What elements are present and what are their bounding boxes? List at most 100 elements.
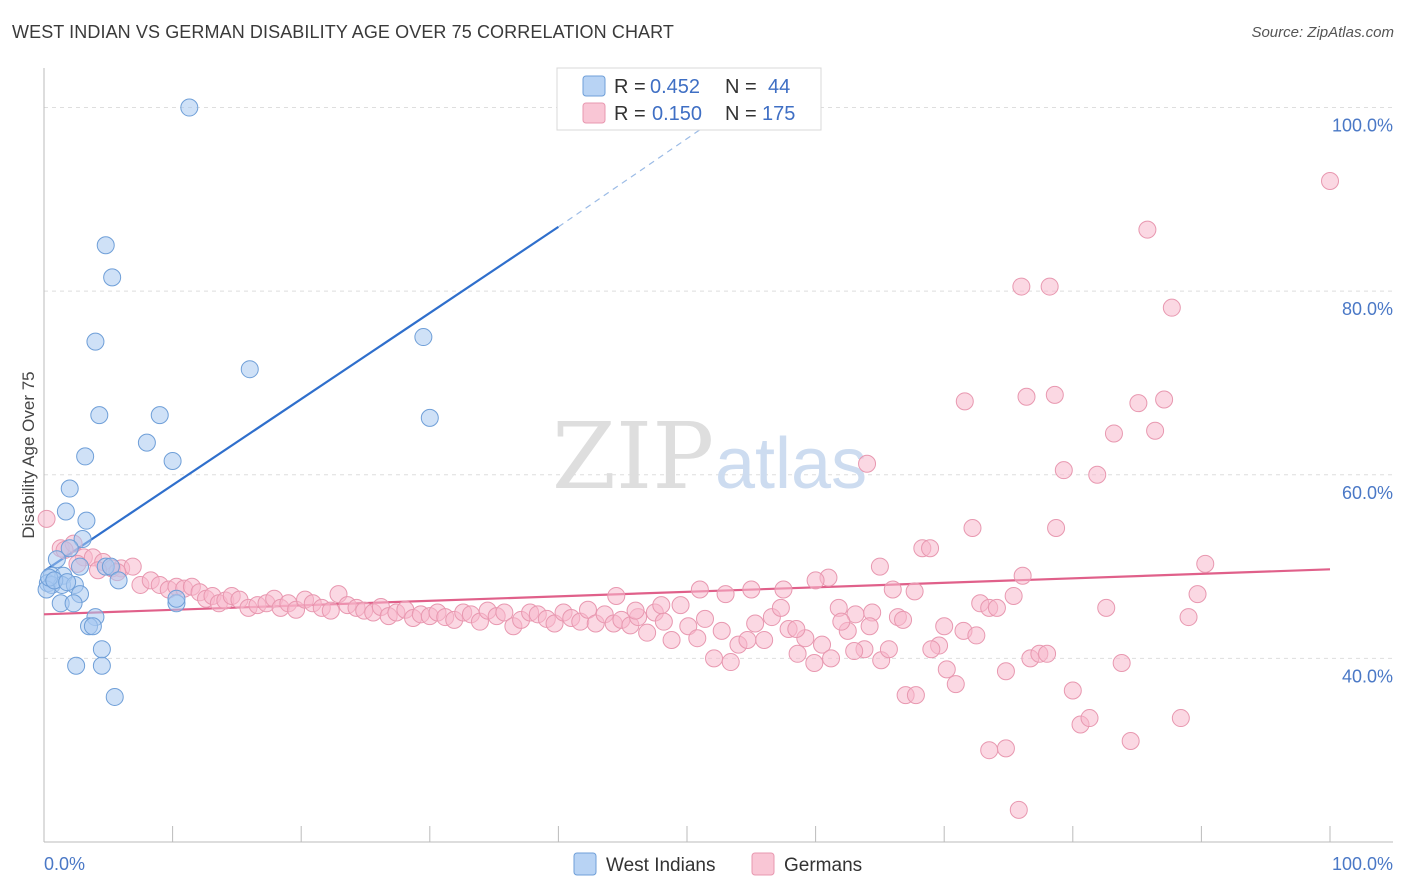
point-germans xyxy=(1321,171,1339,190)
point-germans xyxy=(832,612,851,631)
point-west-indians xyxy=(90,406,109,425)
point-west-indians xyxy=(60,479,79,498)
point-germans xyxy=(1080,709,1099,728)
point-germans xyxy=(578,600,597,619)
point-germans xyxy=(626,601,645,620)
point-germans xyxy=(905,582,924,601)
germans-points xyxy=(37,171,1339,819)
point-west-indians xyxy=(86,332,105,351)
chart-source: Source: ZipAtlas.com xyxy=(1251,24,1394,41)
point-germans xyxy=(788,644,807,663)
legend-n-label-2: N = xyxy=(725,103,757,125)
point-germans xyxy=(688,629,707,648)
point-germans xyxy=(1097,598,1116,617)
point-west-indians xyxy=(414,328,433,347)
point-germans xyxy=(806,571,825,590)
point-germans xyxy=(1063,681,1082,700)
point-germans xyxy=(967,626,986,645)
point-west-indians xyxy=(71,557,90,576)
point-germans xyxy=(805,653,824,672)
point-germans xyxy=(771,598,790,617)
legend-swatch-germans xyxy=(582,102,606,124)
point-germans xyxy=(652,596,671,615)
point-germans xyxy=(607,586,626,605)
point-germans xyxy=(858,454,877,473)
point-germans xyxy=(495,603,514,622)
point-germans xyxy=(1138,220,1157,239)
point-germans xyxy=(813,635,832,654)
watermark-atlas: atlas xyxy=(715,424,867,504)
y-tick-label: 100.0% xyxy=(1332,116,1393,136)
chart-title: WEST INDIAN VS GERMAN DISABILITY AGE OVE… xyxy=(12,22,675,42)
point-germans xyxy=(1121,732,1140,751)
point-germans xyxy=(705,649,724,668)
bottom-legend-swatch-germans xyxy=(751,852,775,876)
point-germans xyxy=(37,509,56,528)
axes xyxy=(43,68,1393,843)
point-west-indians xyxy=(60,539,79,558)
west-indians-points xyxy=(37,98,439,706)
trend-line-west-indians-extension xyxy=(558,111,726,228)
point-germans xyxy=(1047,519,1066,538)
point-west-indians xyxy=(180,98,199,117)
point-germans xyxy=(321,601,340,620)
point-west-indians xyxy=(58,573,77,592)
legend-n-value-1: 44 xyxy=(768,76,790,98)
point-germans xyxy=(1045,385,1064,404)
point-germans xyxy=(935,617,954,636)
point-west-indians xyxy=(77,511,96,530)
point-germans xyxy=(946,675,965,694)
point-germans xyxy=(787,620,806,639)
bottom-legend-west-indians: West Indians xyxy=(606,855,715,876)
point-germans xyxy=(746,614,765,633)
x-tick-label-max: 100.0% xyxy=(1332,854,1393,874)
y-tick-label: 80.0% xyxy=(1342,299,1393,319)
point-west-indians xyxy=(420,408,439,427)
x-tick-label-min: 0.0% xyxy=(44,854,85,874)
point-germans xyxy=(860,617,879,636)
grid-lines xyxy=(44,107,1393,659)
y-tick-label: 40.0% xyxy=(1342,666,1393,686)
point-germans xyxy=(662,631,681,650)
y-tick-labels: 40.0% 60.0% 80.0% 100.0% xyxy=(1332,116,1393,687)
point-west-indians xyxy=(105,687,124,706)
point-germans xyxy=(1112,653,1131,672)
point-west-indians xyxy=(92,640,111,659)
trend-line-west-indians xyxy=(43,225,560,573)
point-west-indians xyxy=(103,268,122,287)
point-germans xyxy=(1162,298,1181,317)
point-germans xyxy=(963,519,982,538)
point-germans xyxy=(1013,566,1032,585)
point-germans xyxy=(955,392,974,411)
point-germans xyxy=(721,653,740,672)
point-west-indians xyxy=(150,406,169,425)
point-west-indians xyxy=(56,502,75,521)
point-germans xyxy=(1146,421,1165,440)
point-west-indians xyxy=(96,236,115,255)
legend-r-label-1: R = xyxy=(614,76,646,98)
point-west-indians xyxy=(73,530,92,549)
bottom-legend-swatch-west-indians xyxy=(573,852,597,876)
point-germans xyxy=(980,741,999,760)
point-west-indians xyxy=(64,594,83,613)
point-germans xyxy=(654,612,673,631)
point-west-indians xyxy=(137,433,156,452)
point-germans xyxy=(906,686,925,705)
point-germans xyxy=(987,598,1006,617)
point-germans xyxy=(921,539,940,558)
point-germans xyxy=(1054,461,1073,480)
point-germans xyxy=(1040,277,1059,296)
point-germans xyxy=(845,642,864,661)
point-germans xyxy=(1104,424,1123,443)
point-germans xyxy=(671,596,690,615)
point-germans xyxy=(996,739,1015,758)
point-germans xyxy=(774,580,793,599)
point-germans xyxy=(1009,800,1028,819)
bottom-legend-germans: Germans xyxy=(784,855,862,876)
point-germans xyxy=(822,649,841,668)
point-germans xyxy=(1004,586,1023,605)
point-germans xyxy=(1155,390,1174,409)
point-germans xyxy=(1012,277,1031,296)
point-germans xyxy=(738,631,757,650)
point-germans xyxy=(679,617,698,636)
